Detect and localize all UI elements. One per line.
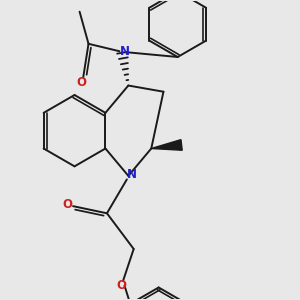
Text: N: N bbox=[120, 45, 130, 58]
Text: O: O bbox=[77, 76, 87, 88]
Polygon shape bbox=[151, 140, 182, 150]
Text: N: N bbox=[127, 168, 137, 181]
Text: O: O bbox=[63, 198, 73, 211]
Text: O: O bbox=[116, 279, 127, 292]
